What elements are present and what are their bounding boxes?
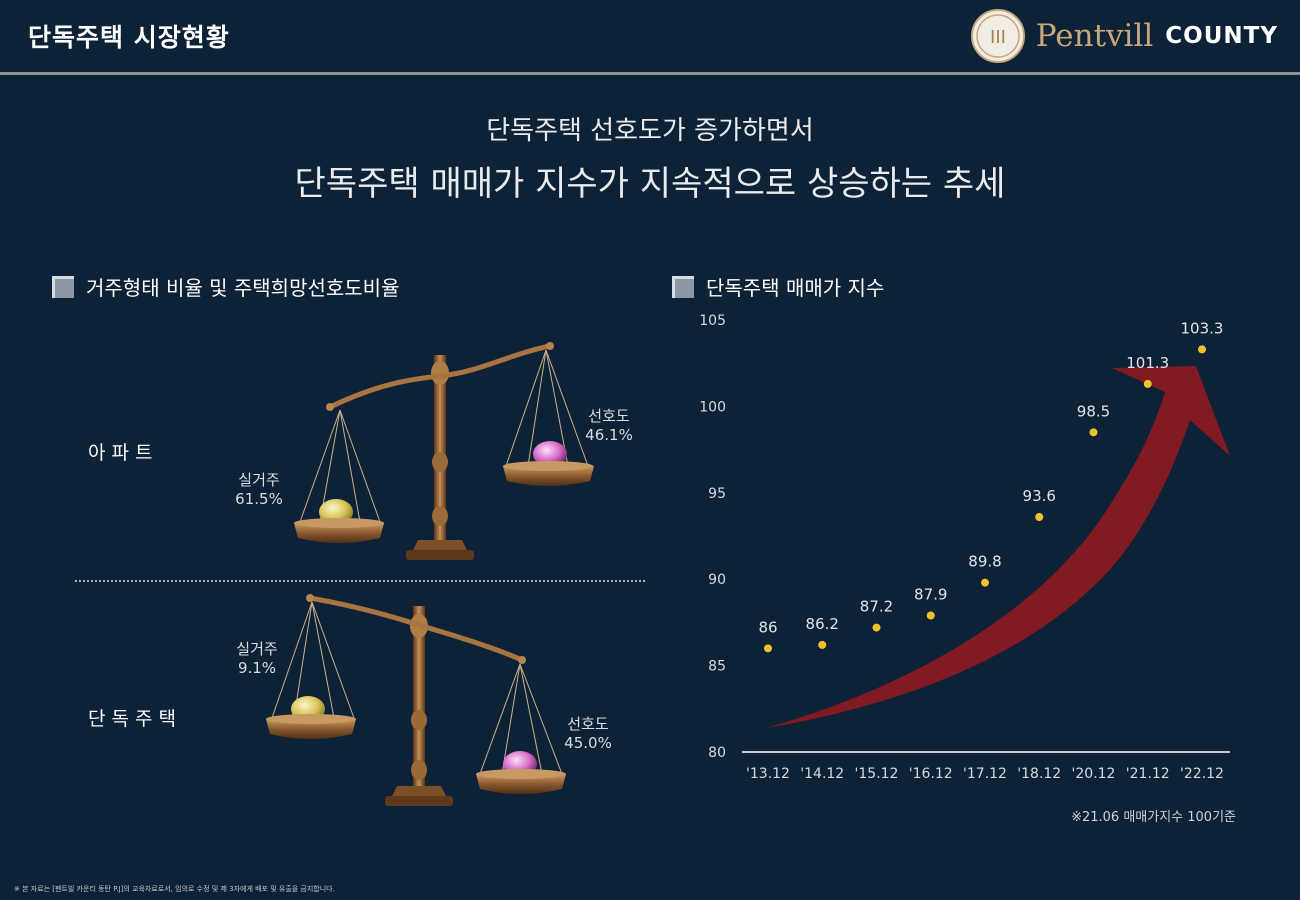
x-tick-label: '21.12 xyxy=(1126,766,1170,782)
logo-emblem-icon: III xyxy=(970,9,1025,63)
x-tick-label: '13.12 xyxy=(746,766,790,782)
pan-label-value: 61.5% xyxy=(235,490,283,508)
x-tick-label: '22.12 xyxy=(1180,766,1224,782)
x-tick-label: '16.12 xyxy=(909,766,953,782)
data-point xyxy=(1089,428,1098,437)
pan-label-title: 실거주 xyxy=(236,640,278,658)
x-axis-ticks: '13.12 '14.12 '15.12 '16.12 '17.12 '18.12 '20.… xyxy=(746,766,1224,782)
data-labels: 86 86.2 87.2 87.9 89.8 93.6 98.5 101.3 103.3 xyxy=(758,319,1223,636)
trend-arrow xyxy=(766,366,1230,728)
data-label: 103.3 xyxy=(1181,319,1224,337)
x-tick-label: '20.12 xyxy=(1072,766,1116,782)
pan-label-house-residence: 실거주 9.1% xyxy=(224,640,290,678)
x-tick-label: '18.12 xyxy=(1017,766,1061,782)
pan-label-value: 46.1% xyxy=(585,426,633,444)
row-label-house: 단독주택 xyxy=(88,708,182,730)
y-tick-label: 105 xyxy=(699,313,726,329)
brand-suffix: COUNTY xyxy=(1165,23,1278,49)
pan-label-house-preference: 선호도 45.0% xyxy=(555,715,621,753)
right-section-title: 단독주택 매매가 지수 xyxy=(672,272,884,301)
y-tick-label: 85 xyxy=(708,659,726,675)
logo-monogram: III xyxy=(990,27,1006,48)
y-tick-label: 80 xyxy=(708,745,726,761)
row-label-apartment: 아파트 xyxy=(88,442,159,464)
data-point xyxy=(1035,512,1044,521)
y-axis-ticks: 80 85 90 95 100 105 xyxy=(699,313,726,761)
data-label: 101.3 xyxy=(1126,354,1169,372)
data-point xyxy=(981,578,989,587)
footer-disclaimer: ※ 본 자료는 [펜트빌 카운티 동탄 P.J]의 교육자료로서, 임의로 수정… xyxy=(14,885,335,893)
data-label: 86.2 xyxy=(806,615,839,633)
data-label: 87.9 xyxy=(914,585,947,603)
data-point xyxy=(764,644,772,653)
data-point xyxy=(926,611,935,620)
section-square-icon xyxy=(672,275,694,298)
pan-label-apartment-preference: 선호도 46.1% xyxy=(576,407,642,445)
data-label: 89.8 xyxy=(968,553,1001,571)
data-point xyxy=(818,640,827,649)
left-section-title-text: 거주형태 비율 및 주택희망선호도비율 xyxy=(86,276,400,300)
data-label: 98.5 xyxy=(1077,402,1110,420)
data-point xyxy=(1198,345,1206,354)
data-label: 87.2 xyxy=(860,598,893,616)
right-section-title-text: 단독주택 매매가 지수 xyxy=(706,276,885,300)
headline-line2: 단독주택 매매가 지수가 지속적으로 상승하는 추세 xyxy=(294,164,1006,204)
data-point xyxy=(872,623,881,632)
pan-label-title: 선호도 xyxy=(567,715,609,733)
pan-label-title: 실거주 xyxy=(238,471,280,489)
brand-name: Pentvill xyxy=(1035,18,1154,54)
x-tick-label: '15.12 xyxy=(855,766,899,782)
data-label: 93.6 xyxy=(1023,487,1056,505)
row-divider xyxy=(75,580,645,582)
data-point xyxy=(1143,379,1152,388)
left-section-title: 거주형태 비율 및 주택희망선호도비율 xyxy=(52,272,399,301)
section-square-icon xyxy=(52,275,74,298)
y-tick-label: 95 xyxy=(708,486,726,502)
page-title: 단독주택 시장현황 xyxy=(28,23,230,52)
y-tick-label: 100 xyxy=(699,399,726,415)
headline-line1: 단독주택 선호도가 증가하면서 xyxy=(486,116,814,146)
data-label: 86 xyxy=(758,618,777,636)
header: 단독주택 시장현황 III Pentvill COUNTY xyxy=(0,0,1300,72)
header-divider xyxy=(0,72,1300,75)
pan-label-value: 9.1% xyxy=(237,659,277,677)
x-tick-label: '14.12 xyxy=(800,766,844,782)
pan-label-value: 45.0% xyxy=(564,734,612,752)
trend-arrow-shape xyxy=(766,366,1230,728)
pan-label-apartment-residence: 실거주 61.5% xyxy=(226,471,292,509)
x-tick-label: '17.12 xyxy=(963,766,1007,782)
pan-label-title: 선호도 xyxy=(588,407,630,425)
brand-logo: III Pentvill COUNTY xyxy=(970,8,1278,64)
chart-note: ※21.06 매매가지수 100기준 xyxy=(1071,810,1236,825)
data-points xyxy=(764,345,1206,653)
y-tick-label: 90 xyxy=(708,572,726,588)
